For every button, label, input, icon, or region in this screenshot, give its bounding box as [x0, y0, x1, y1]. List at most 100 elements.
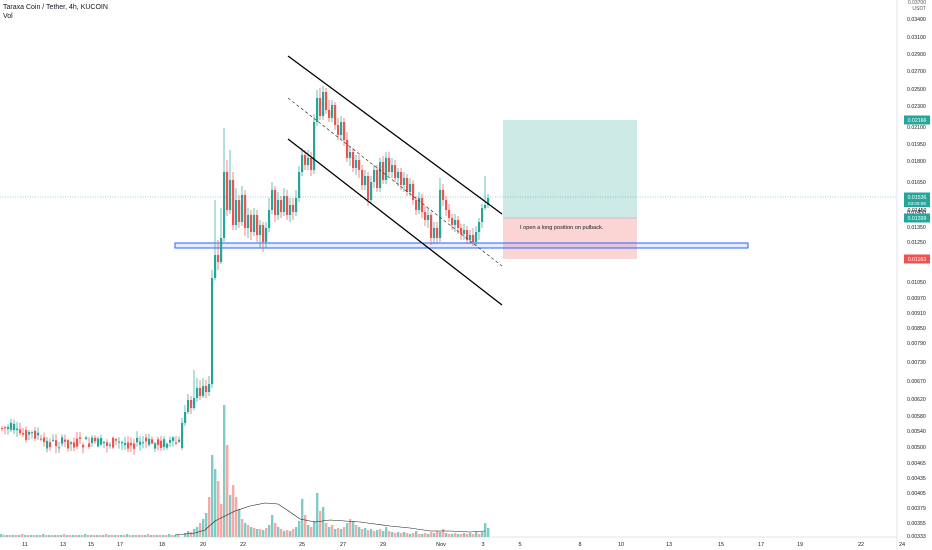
price-tick-label: 0.00580 [907, 414, 926, 420]
volume-bar [205, 513, 208, 537]
price-badge-label: 0.01536 [908, 195, 927, 201]
candle-body [331, 105, 334, 118]
time-tick-label: 19 [797, 542, 803, 548]
candle-body [481, 208, 484, 222]
volume-bar [135, 535, 138, 537]
candle-body [112, 437, 115, 448]
volume-bar [208, 497, 211, 537]
volume-bar [340, 529, 343, 537]
volume-bar [235, 497, 238, 537]
candle-body [313, 122, 316, 170]
price-tick-label: 0.03400 [907, 17, 926, 23]
volume-bar [99, 535, 102, 537]
candle-body [184, 412, 187, 423]
volume-bar [346, 523, 349, 537]
candle-body [454, 220, 457, 225]
volume-bar [334, 529, 337, 537]
candle-body [79, 437, 82, 439]
volume-bar [190, 532, 193, 537]
volume-bar [463, 533, 466, 537]
candle-body [265, 228, 268, 242]
candle-body [91, 437, 94, 443]
time-tick-label: 5 [518, 542, 521, 548]
volume-bar [0, 534, 3, 537]
volume-bar [21, 534, 24, 537]
candle-body [373, 170, 376, 182]
volume-bar [313, 521, 316, 537]
candle-body [148, 438, 151, 445]
volume-bar [466, 534, 469, 537]
volume-bars [0, 405, 490, 537]
volume-bar [379, 529, 382, 537]
volume-bar [184, 533, 187, 537]
candle-body [382, 162, 385, 180]
time-tick-label: 24 [899, 542, 905, 548]
time-tick-label: 29 [380, 542, 386, 548]
candle-body [415, 200, 418, 210]
candle-body [211, 278, 214, 384]
candle-body [343, 122, 346, 140]
volume-bar [355, 525, 358, 537]
price-badge [904, 192, 930, 202]
candle-body [283, 196, 286, 212]
candle-body [52, 439, 55, 441]
candle-body [397, 172, 400, 178]
candle-body [229, 180, 232, 210]
time-tick-label: 13 [666, 542, 672, 548]
candle-body [478, 222, 481, 232]
volume-bar [358, 527, 361, 537]
volume-bar [409, 534, 412, 537]
time-tick-label: 17 [117, 542, 123, 548]
channel-mid-line [287, 97, 503, 267]
volume-bar [150, 535, 153, 537]
volume-bar [484, 523, 487, 537]
candle-body [325, 92, 328, 110]
volume-bar [250, 527, 253, 537]
candle-body [340, 122, 343, 135]
volume-bar [427, 534, 430, 537]
volume-bar [132, 535, 135, 537]
volume-bar [66, 535, 69, 537]
volume-bar [162, 535, 165, 537]
candle-body [241, 195, 244, 222]
volume-bar [27, 535, 30, 537]
volume-bar [102, 535, 105, 537]
volume-bar [310, 527, 313, 537]
volume-bar [81, 535, 84, 537]
candle-body [253, 215, 256, 232]
candle-body [475, 232, 478, 242]
volume-bar [451, 534, 454, 537]
candle-body [361, 170, 364, 185]
price-badge-label: 0.02166 [908, 118, 927, 124]
candle-body [466, 230, 469, 240]
volume-bar [177, 535, 180, 537]
volume-bar [304, 515, 307, 537]
volume-bar [54, 535, 57, 537]
candle-body [424, 212, 427, 220]
volume-bar [259, 529, 262, 537]
candle-body [142, 442, 145, 444]
candle-body [139, 441, 142, 445]
volume-bar [298, 521, 301, 537]
volume-bar [481, 532, 484, 537]
candle-body [106, 442, 109, 446]
candle-body [133, 443, 136, 449]
candle-body [379, 162, 382, 188]
candle-body [280, 200, 283, 212]
price-tick-label: 0.00620 [907, 397, 926, 403]
volume-bar [415, 531, 418, 537]
volume-bar [307, 525, 310, 537]
volume-bar [469, 533, 472, 537]
time-tick-label: 22 [240, 542, 246, 548]
candle-body [163, 439, 166, 447]
candle-body [13, 423, 16, 431]
price-badge [904, 213, 930, 223]
candle-body [190, 400, 193, 408]
candle-body [76, 438, 79, 447]
price-axis-top-label: 0.03700 [907, 0, 926, 6]
volume-bar [232, 485, 235, 537]
candle-body [217, 255, 220, 262]
volume-bar [370, 529, 373, 537]
